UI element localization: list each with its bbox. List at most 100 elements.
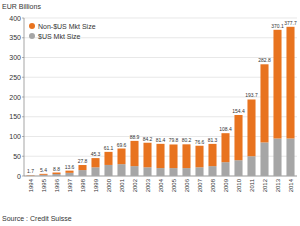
bar [169,144,177,168]
bar [195,167,203,176]
bar [143,143,151,168]
data-label: 13.6 [65,164,75,170]
bar [260,64,268,142]
data-label: 76.6 [195,139,205,145]
x-tick-label: 1997 [67,178,73,192]
data-label: 154.4 [232,108,245,114]
x-tick-label: 2006 [184,178,190,192]
bar [182,168,190,176]
y-tick-label: 200 [9,94,21,101]
bar [247,99,255,156]
data-label: 1.7 [27,168,34,174]
x-tick-label: 1994 [28,178,34,192]
bar [208,166,216,176]
bar [52,174,60,176]
x-tick-label: 1995 [41,178,47,192]
data-label: 69.6 [117,142,127,148]
bar [143,167,151,176]
bar [39,175,47,176]
x-tick-label: 2011 [249,178,255,192]
bar [65,171,73,173]
bar [234,160,242,176]
x-tick-label: 1999 [93,178,99,192]
legend-label: Non-$US Mkt Size [38,23,96,30]
x-tick-label: 2010 [236,178,242,192]
bar [195,146,203,168]
y-axis [24,18,25,176]
x-tick-label: 2012 [262,178,268,192]
x-tick-label: 2007 [197,178,203,192]
bar [130,166,138,176]
bar [169,168,177,176]
x-tick-label: 2014 [288,178,294,192]
bar [91,167,99,176]
bar [91,158,99,167]
y-axis-label: EUR Billions [2,3,41,10]
x-tick-label: 2004 [158,178,164,192]
x-tick-label: 1998 [80,178,86,192]
legend-swatch [29,33,35,39]
bar [156,144,164,168]
data-label: 81.3 [208,137,218,143]
x-tick-label: 2002 [132,178,138,192]
bar [247,156,255,176]
bar [39,173,47,175]
data-label: 5.4 [40,167,47,173]
bar [286,138,294,176]
data-label: 84.2 [143,136,153,142]
data-label: 8.8 [53,166,60,172]
x-tick-label: 2013 [275,178,281,192]
bar [221,162,229,176]
bar [52,173,60,175]
bar [286,27,294,139]
bar [208,144,216,166]
bar [117,149,125,165]
data-label: 108.4 [219,126,232,132]
bar [273,30,281,139]
grid-line [24,77,297,78]
data-label: 88.9 [130,134,140,140]
y-tick-label: 100 [9,133,21,140]
x-tick-label: 1996 [54,178,60,192]
bar [104,165,112,176]
y-tick-label: 50 [13,153,21,160]
bar [260,142,268,176]
data-label: 282.8 [258,57,271,63]
data-label: 370.1 [271,23,284,29]
data-label: 27.8 [78,158,88,164]
x-tick-label: 2009 [223,178,229,192]
x-tick-label: 2000 [106,178,112,192]
source: Source : Credit Suisse [2,215,72,222]
bar [26,175,34,176]
x-tick-label: 2003 [145,178,151,192]
data-label: 45.3 [91,151,101,157]
y-tick-label: 300 [9,54,21,61]
y-tick-label: 400 [9,15,21,22]
x-tick-label: 2008 [210,178,216,192]
bar [130,141,138,166]
bar [221,133,229,162]
bar [65,173,73,176]
bar [234,115,242,160]
x-tick-label: 2001 [119,178,125,192]
bar [78,170,86,176]
y-tick-label: 350 [9,34,21,41]
x-tick-label: 2005 [171,178,177,192]
data-label: 61.1 [104,145,114,151]
data-label: 81.4 [156,137,166,143]
bar [26,175,34,176]
data-label: 80.2 [182,137,192,143]
legend-label: $US Mkt Size [38,33,81,40]
grid-line [24,116,297,117]
bar [156,168,164,176]
y-tick-label: 0 [17,173,21,180]
bar [117,164,125,176]
grid-line [24,18,297,19]
bar [104,152,112,165]
bar [182,144,190,168]
y-tick-label: 250 [9,74,21,81]
chart: 0501001502002503003504001.75.48.813.627.… [0,0,300,226]
grid-line [24,57,297,58]
bars [26,27,294,176]
data-label: 377.7 [284,20,297,26]
